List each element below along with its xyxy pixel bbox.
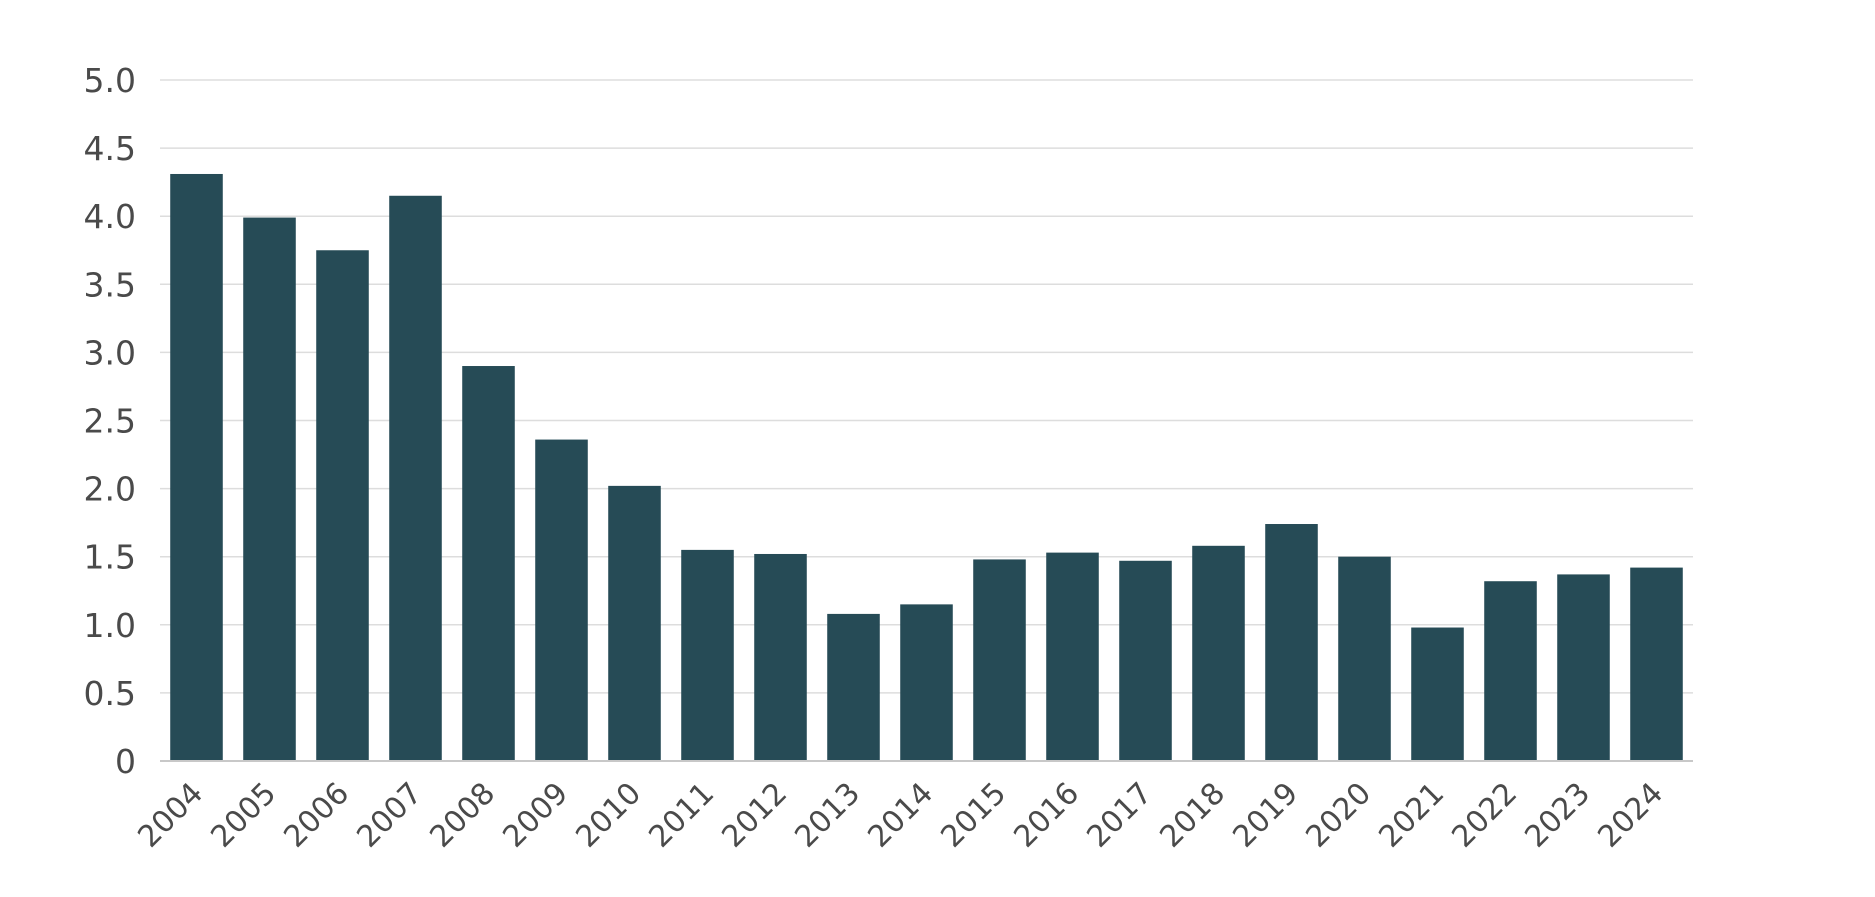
bar-2023 bbox=[1557, 574, 1610, 761]
x-tick-label: 2013 bbox=[788, 776, 867, 855]
x-tick-label: 2021 bbox=[1372, 776, 1451, 855]
bar-2009 bbox=[535, 439, 588, 761]
x-tick-label: 2009 bbox=[496, 776, 575, 855]
bar-2020 bbox=[1338, 556, 1391, 761]
bar-2014 bbox=[900, 604, 953, 761]
y-tick-label: 4.5 bbox=[84, 129, 136, 168]
bar-2011 bbox=[681, 549, 734, 761]
x-tick-label: 2024 bbox=[1591, 776, 1670, 855]
x-tick-label: 2012 bbox=[715, 776, 794, 855]
x-tick-label: 2008 bbox=[423, 776, 502, 855]
bar-2019 bbox=[1265, 524, 1318, 761]
bar-2010 bbox=[608, 485, 661, 761]
y-tick-label: 3.5 bbox=[84, 265, 136, 304]
y-tick-label: 1.5 bbox=[84, 538, 136, 577]
x-tick-label: 2022 bbox=[1445, 776, 1524, 855]
bar-2021 bbox=[1411, 627, 1464, 761]
y-tick-label: 2.0 bbox=[84, 470, 136, 509]
x-tick-label: 2005 bbox=[204, 776, 283, 855]
y-tick-label: 4.0 bbox=[84, 197, 136, 236]
bar-2017 bbox=[1119, 560, 1172, 761]
y-tick-label: 0 bbox=[115, 742, 136, 781]
x-tick-label: 2007 bbox=[350, 776, 429, 855]
y-tick-label: 5.0 bbox=[84, 61, 136, 100]
x-tick-label: 2018 bbox=[1153, 776, 1232, 855]
x-tick-label: 2017 bbox=[1080, 776, 1159, 855]
y-tick-label: 3.0 bbox=[84, 333, 136, 372]
x-tick-label: 2006 bbox=[277, 776, 356, 855]
bar-2012 bbox=[754, 553, 807, 761]
x-tick-label: 2010 bbox=[569, 776, 648, 855]
y-axis-tick-labels: 0 0.5 1.0 1.5 2.0 2.5 3.0 3.5 4.0 4.5 5.0 bbox=[84, 61, 136, 781]
bar-2018 bbox=[1192, 545, 1245, 761]
x-tick-label: 2014 bbox=[861, 776, 940, 855]
x-tick-label: 2019 bbox=[1226, 776, 1305, 855]
bar-2008 bbox=[462, 366, 515, 761]
bar-2004 bbox=[170, 173, 223, 761]
x-tick-label: 2016 bbox=[1007, 776, 1086, 855]
bar-2016 bbox=[1046, 552, 1099, 761]
x-tick-label: 2020 bbox=[1299, 776, 1378, 855]
bars bbox=[170, 173, 1683, 761]
x-tick-label: 2011 bbox=[642, 776, 721, 855]
x-axis-tick-labels: 2004200520062007200820092010201120122013… bbox=[131, 776, 1670, 855]
y-tick-label: 2.5 bbox=[84, 402, 136, 441]
x-tick-label: 2023 bbox=[1518, 776, 1597, 855]
x-tick-label: 2015 bbox=[934, 776, 1013, 855]
y-tick-label: 0.5 bbox=[84, 674, 136, 713]
bar-2007 bbox=[389, 195, 442, 761]
x-tick-label: 2004 bbox=[131, 776, 210, 855]
bar-2022 bbox=[1484, 581, 1537, 761]
bar-2015 bbox=[973, 559, 1026, 761]
y-tick-label: 1.0 bbox=[84, 606, 136, 645]
bar-2024 bbox=[1630, 567, 1683, 761]
bar-2006 bbox=[316, 250, 369, 761]
bar-2013 bbox=[827, 613, 880, 761]
bar-2005 bbox=[243, 217, 296, 761]
